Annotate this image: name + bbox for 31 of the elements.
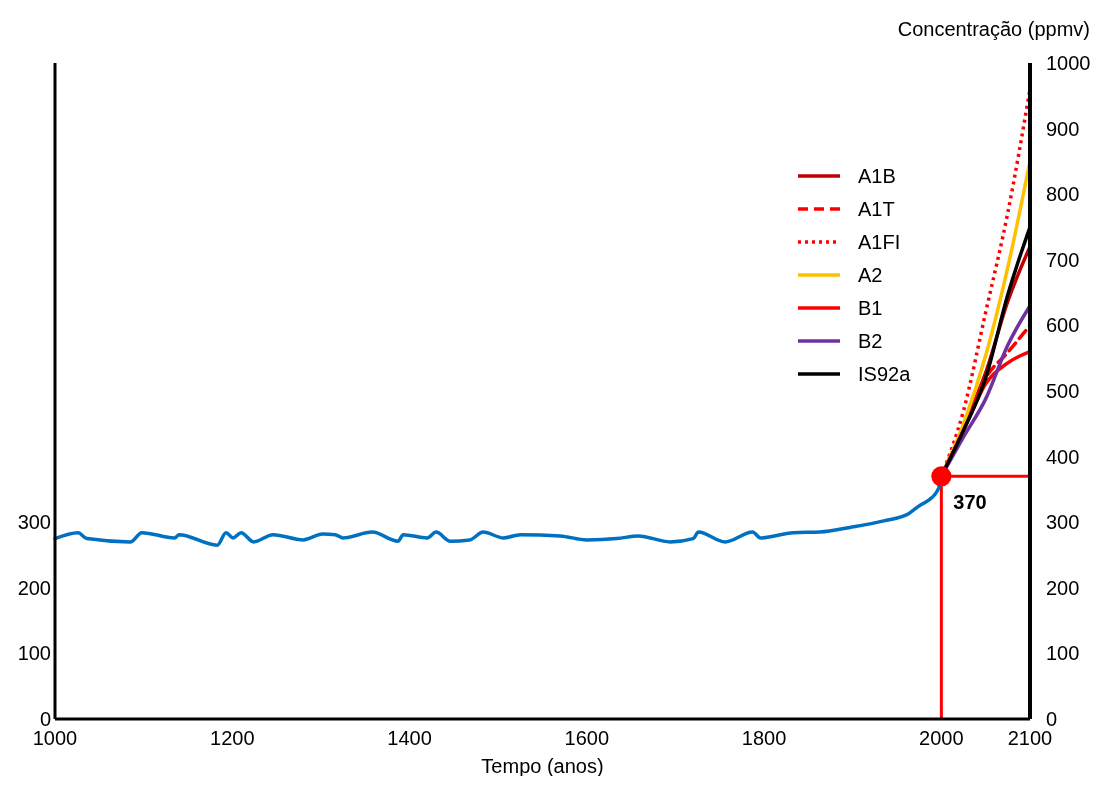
x-tick-label: 2100	[1007, 727, 1053, 749]
y-tick-label: 0	[39, 708, 51, 730]
y2-tick-label: 1000	[1046, 52, 1091, 74]
y2-tick-label: 200	[1046, 576, 1080, 599]
y2-tick-label: 900	[1046, 117, 1080, 140]
annotation: 370	[953, 491, 987, 514]
y2-tick-label: 0	[1046, 708, 1058, 730]
y2-tick-label: 700	[1046, 248, 1080, 271]
y2-tick-label: 600	[1046, 314, 1080, 337]
y2-tick-label: 100	[1046, 642, 1080, 665]
legend-label: IS92a	[858, 363, 912, 385]
legend-label: A1FI	[858, 231, 901, 253]
y2-tick-label: 500	[1046, 380, 1080, 402]
x-tick-label: 1200	[210, 727, 255, 749]
y2-tick-label: 400	[1046, 445, 1080, 468]
y2-axis-title: Concentração (ppmv)	[897, 18, 1090, 40]
legend-label: A2	[858, 264, 883, 286]
x-tick-label: 1400	[387, 727, 432, 749]
x-tick-label: 2000	[919, 727, 964, 749]
legend-label: A1T	[858, 198, 895, 220]
legend-label: B1	[858, 297, 883, 319]
x-tick-label: 1000	[32, 727, 78, 749]
legend-label: B2	[858, 330, 883, 352]
y-tick-label: 100	[17, 642, 51, 665]
y-tick-label: 200	[17, 576, 51, 599]
y2-tick-label: 800	[1046, 183, 1080, 206]
y2-tick-label: 300	[1046, 511, 1080, 534]
y-tick-label: 300	[17, 511, 51, 534]
x-tick-label: 1600	[564, 727, 610, 749]
legend-label: A1B	[858, 165, 896, 187]
x-tick-label: 1800	[741, 727, 787, 749]
